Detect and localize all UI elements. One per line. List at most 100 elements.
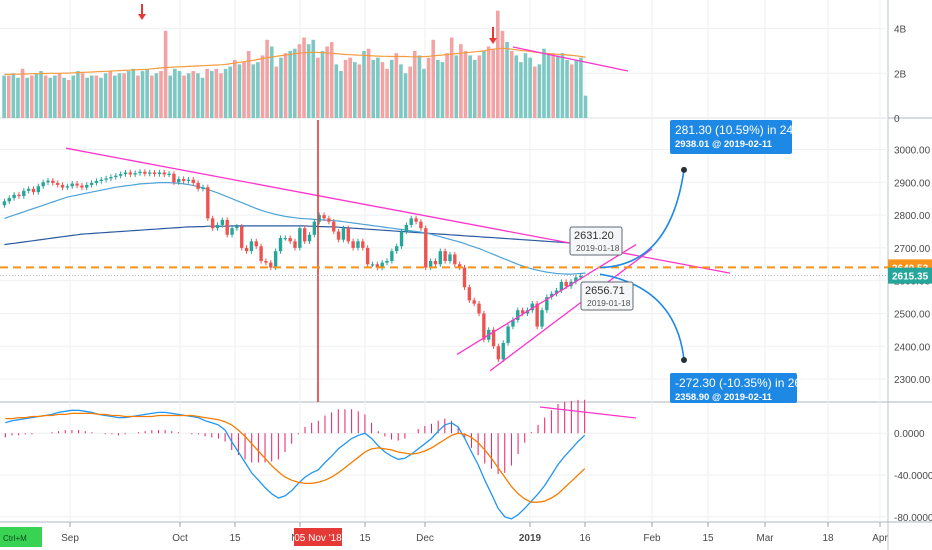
candle-body [516,310,520,321]
volume-bar [191,71,196,118]
volume-bar [126,71,131,118]
volume-bar [283,53,288,119]
volume-bar [408,66,412,118]
time-tick-label: Dec [416,533,434,544]
volume-bar [177,71,182,118]
volume-bar [551,53,556,119]
projection-down-path [599,273,685,361]
candle-body [128,172,133,175]
candle-body [85,184,89,188]
volume-bar [394,53,399,119]
candle-body [215,224,220,229]
volume-bar [246,50,251,118]
low-label-value: 2656.71 [585,285,625,297]
loss-callout-box [670,373,797,403]
loss-callout-value: -272.30 (-10.35%) in 26d [675,376,808,390]
candle-body [380,262,384,268]
time-tick-label: 16 [579,533,591,544]
volume-bar [265,39,269,118]
volume-bar [136,75,140,118]
candle-body [273,251,278,268]
volume-bar [53,75,57,118]
candle-body [36,186,41,193]
volume-bar [71,75,76,118]
price-level-label: 2615.35 [892,272,929,283]
candle-body [249,241,254,252]
volume-spike-arrowhead [138,14,146,20]
candle-body [332,221,336,232]
candle-body [201,187,205,189]
volume-spike-arrowhead [489,38,497,44]
macd-signal-line [5,412,586,503]
candle-body [322,215,326,219]
volume-bar [6,75,11,118]
candle-body [482,313,486,340]
volume-bar [463,50,468,118]
candle-body [31,188,36,193]
low-label-box [580,281,634,311]
candle-body [254,241,258,247]
volume-bar [472,59,477,118]
volume-bar [117,73,122,118]
candle-body [288,238,292,242]
candle-body [385,261,389,263]
volume-bar [279,57,283,118]
volume-bar [108,71,113,118]
volume-bar [569,64,574,118]
gain-callout-sub: 2938.01 @ 2019-02-11 [675,139,773,150]
volume-bar [542,48,546,118]
candle-body [181,179,186,181]
volume-bar [228,66,233,118]
candle-body [554,290,559,294]
volume-bar [343,59,348,118]
high-label-value: 2631.20 [574,230,614,242]
volume-bar [436,59,440,118]
candle-body [404,224,409,232]
volume-bar [352,62,357,118]
candle-body [472,300,476,304]
candle-body [574,277,578,282]
candle-body [278,238,283,252]
candle-body [448,254,452,261]
channel-lower-line [456,244,637,356]
candle-body [395,246,399,252]
low-label-sub: 2019-01-18 [587,298,631,308]
candle-body [191,179,195,183]
macd-panel [4,399,637,520]
volume-bar [11,73,16,118]
volume-bar [500,30,505,118]
volume-bar [574,59,579,118]
volume-bar [256,62,260,118]
candle-body [114,175,118,178]
candle-body [162,172,166,175]
volume-bar [25,77,29,118]
volume-bar [48,77,53,118]
volume-bar [449,37,454,118]
candle-body [235,226,239,229]
candle-body [89,182,94,185]
candle-body [17,194,21,197]
candle-body [123,172,128,175]
candle-body [94,180,99,183]
volume-ma-line [4,47,586,76]
volume-bar [269,46,274,118]
candle-body [298,228,302,248]
volume-bar [76,71,80,118]
volume-bar [514,55,519,118]
volume-bar [2,75,6,118]
candle-body [419,221,423,229]
volume-bar [583,95,588,118]
price-tick-label: 2900.00 [894,178,931,189]
candle-body [312,221,317,235]
volume-bar [20,68,25,118]
candle-body [457,264,462,268]
volume-bar [80,73,85,118]
volume-bar [182,75,186,118]
candle-body [177,179,181,183]
candle-body [530,303,535,311]
volume-bar [297,44,302,119]
volume-bar [209,71,214,118]
event-date-label: 05 Nov '18 [294,533,342,544]
volume-bar [140,71,145,118]
